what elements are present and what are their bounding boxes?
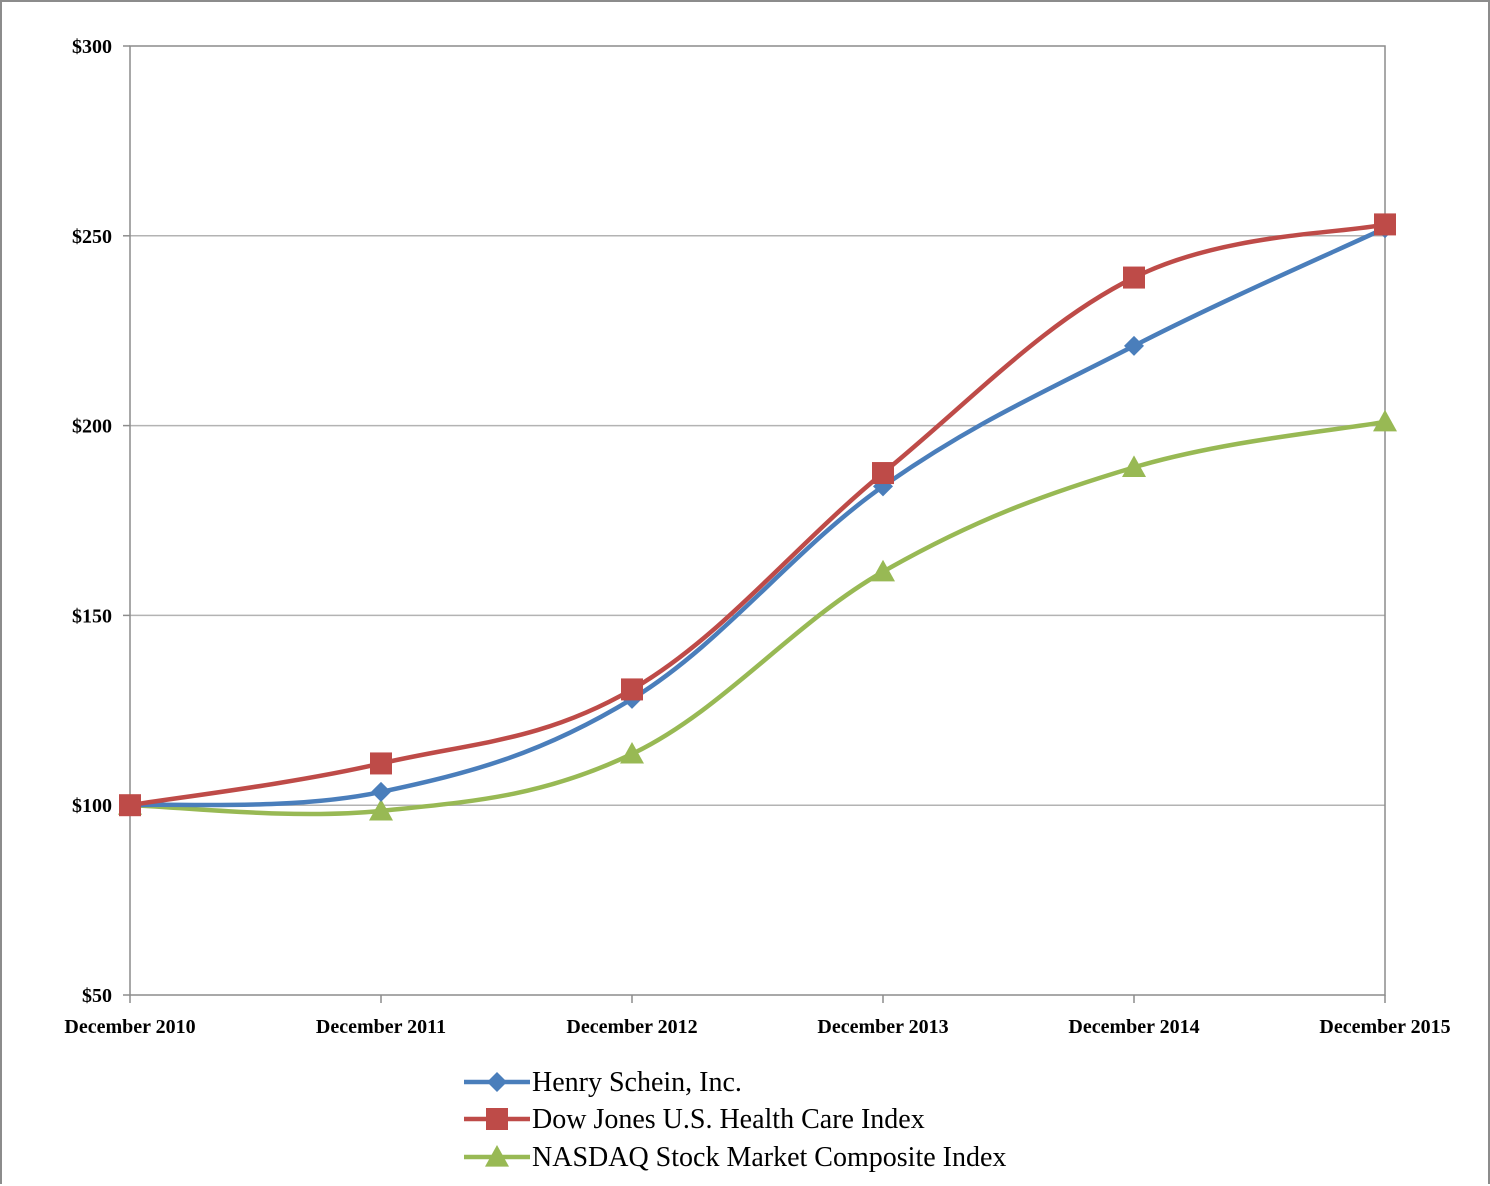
series-lines: [127, 222, 1388, 817]
series-1-point-1: [370, 752, 392, 775]
series-2-point-5: [1373, 409, 1397, 432]
y-tick-label-1: $100: [72, 795, 112, 817]
legend-label-0: Henry Schein, Inc.: [532, 1067, 742, 1098]
y-tick-label-4: $250: [72, 226, 112, 248]
series-line-2: [127, 419, 1388, 817]
gridlines: [130, 235, 1385, 806]
y-axis-ticks: $50 $100 $150 $200 $250 $300: [72, 36, 130, 1007]
y-tick-label-2: $150: [72, 605, 112, 627]
legend-label-2: NASDAQ Stock Market Composite Index: [532, 1142, 1006, 1173]
series-line-0: [127, 225, 1388, 808]
series-1-point-4: [1123, 266, 1145, 289]
series-2-point-2: [620, 741, 644, 764]
x-tick-label-5: December 2015: [1319, 1016, 1450, 1038]
plot-border: [129, 45, 1386, 996]
plot-area-border: [129, 45, 1386, 996]
y-tick-label-0: $50: [82, 985, 112, 1007]
series-markers: [118, 213, 1397, 821]
y-tick-label-5: $300: [72, 36, 112, 58]
legend-marker-0: [487, 1072, 507, 1092]
legend-marker-1: [486, 1108, 508, 1130]
legend-label-1: Dow Jones U.S. Health Care Index: [532, 1104, 925, 1135]
y-tick-label-3: $200: [72, 416, 112, 438]
series-0-point-4: [1124, 335, 1144, 356]
x-axis-ticks: December 2010 December 2011 December 2012 D…: [64, 995, 1451, 1038]
legend: Henry Schein, Inc. Dow Jones U.S. Health …: [464, 1067, 1006, 1173]
series-2-point-3: [871, 559, 895, 582]
x-tick-label-4: December 2014: [1068, 1016, 1199, 1038]
x-tick-label-2: December 2012: [566, 1016, 697, 1038]
series-1-point-0: [119, 794, 141, 817]
legend-marker-2: [485, 1145, 509, 1167]
x-tick-label-1: December 2011: [316, 1016, 446, 1038]
x-tick-label-3: December 2013: [817, 1016, 948, 1038]
series-2-point-4: [1122, 455, 1146, 477]
x-tick-label-0: December 2010: [64, 1016, 195, 1038]
series-2-point-1: [369, 798, 393, 821]
series-1-point-2: [621, 678, 643, 701]
series-1-point-5: [1374, 213, 1396, 236]
series-line-1: [127, 222, 1388, 808]
series-0-point-1: [371, 781, 391, 802]
series-1-point-3: [872, 462, 894, 485]
